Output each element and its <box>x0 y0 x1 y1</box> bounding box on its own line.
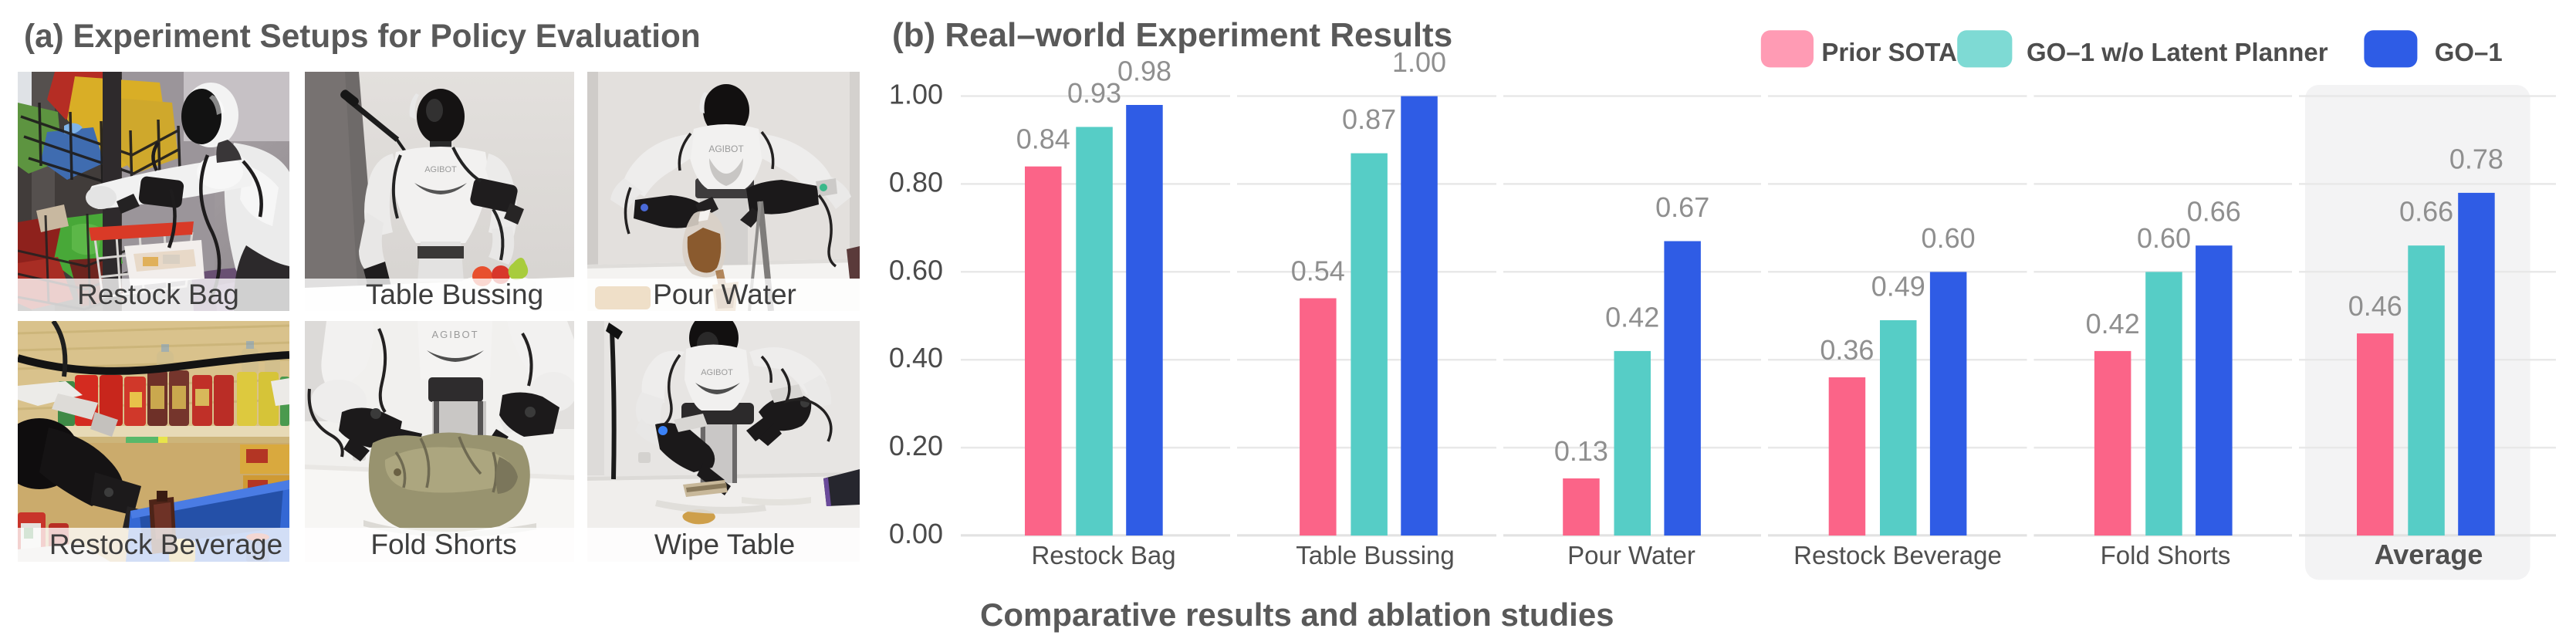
svg-text:GO–1 w/o Latent Planner: GO–1 w/o Latent Planner <box>2027 38 2328 66</box>
svg-text:Table Bussing: Table Bussing <box>366 279 543 310</box>
svg-text:1.00: 1.00 <box>889 79 943 110</box>
svg-text:0.40: 0.40 <box>889 342 943 373</box>
svg-text:0.67: 0.67 <box>1655 191 1709 223</box>
svg-text:Restock Bag: Restock Bag <box>1031 541 1175 569</box>
svg-text:0.66: 0.66 <box>2187 196 2241 228</box>
svg-text:0.54: 0.54 <box>1291 255 1345 287</box>
svg-text:0.98: 0.98 <box>1117 56 1171 87</box>
svg-text:GO–1: GO–1 <box>2435 38 2503 66</box>
svg-text:0.87: 0.87 <box>1342 103 1396 135</box>
svg-text:0.93: 0.93 <box>1067 77 1121 109</box>
svg-text:Pour Water: Pour Water <box>1567 541 1695 569</box>
svg-text:0.80: 0.80 <box>889 166 943 198</box>
svg-text:0.42: 0.42 <box>1605 301 1659 333</box>
svg-text:0.46: 0.46 <box>2348 290 2402 322</box>
svg-text:0.78: 0.78 <box>2449 143 2503 174</box>
svg-text:(a) Experiment Setups for Poli: (a) Experiment Setups for Policy Evaluat… <box>24 18 701 54</box>
svg-text:0.20: 0.20 <box>889 430 943 461</box>
svg-text:AGIBOT: AGIBOT <box>701 368 733 377</box>
svg-text:AGIBOT: AGIBOT <box>431 329 478 340</box>
svg-text:Wipe Table: Wipe Table <box>654 529 795 560</box>
svg-text:Pour Water: Pour Water <box>653 279 796 310</box>
svg-text:AGIBOT: AGIBOT <box>424 165 457 174</box>
svg-text:0.60: 0.60 <box>1922 222 1976 254</box>
svg-text:Fold Shorts: Fold Shorts <box>2101 541 2231 569</box>
svg-text:0.49: 0.49 <box>1871 271 1925 302</box>
svg-text:0.60: 0.60 <box>2137 222 2191 254</box>
svg-text:Restock Bag: Restock Bag <box>77 279 239 310</box>
svg-text:Restock Beverage: Restock Beverage <box>1793 541 2002 569</box>
svg-text:0.13: 0.13 <box>1554 435 1608 467</box>
svg-text:Table Bussing: Table Bussing <box>1296 541 1454 569</box>
svg-text:Comparative results and ablati: Comparative results and ablation studies <box>980 596 1614 633</box>
svg-text:0.84: 0.84 <box>1016 123 1070 155</box>
svg-text:Average: Average <box>2375 539 2483 570</box>
svg-text:Prior SOTA: Prior SOTA <box>1821 38 1956 66</box>
svg-text:(b) Real–world Experiment Resu: (b) Real–world Experiment Results <box>892 16 1452 54</box>
svg-text:0.36: 0.36 <box>1820 334 1874 366</box>
svg-text:AGIBOT: AGIBOT <box>708 144 744 154</box>
svg-text:0.60: 0.60 <box>889 254 943 286</box>
svg-text:0.42: 0.42 <box>2086 308 2140 340</box>
svg-text:1.00: 1.00 <box>1392 46 1446 78</box>
svg-text:Restock Beverage: Restock Beverage <box>49 529 282 560</box>
svg-text:Fold Shorts: Fold Shorts <box>370 529 516 560</box>
svg-text:0.66: 0.66 <box>2399 196 2453 228</box>
svg-text:0.00: 0.00 <box>889 518 943 549</box>
